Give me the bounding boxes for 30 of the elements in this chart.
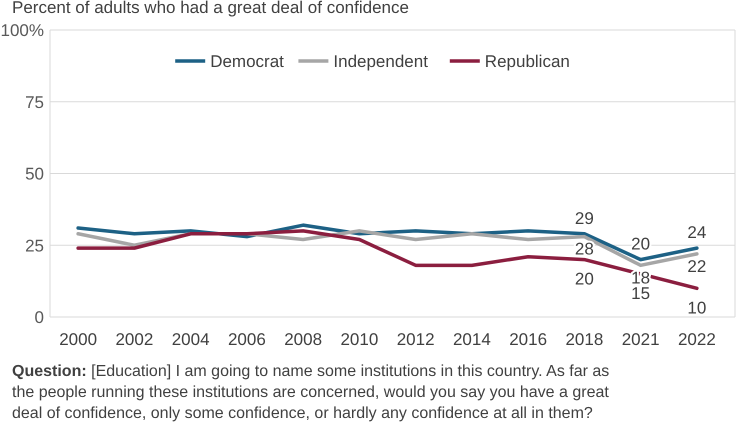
legend-label: Democrat [210,52,284,71]
data-label: 15 [631,284,650,303]
y-tick-label: 25 [25,236,44,256]
data-label: 10 [687,298,706,318]
x-tick-label: 2018 [565,330,604,349]
data-label: 24 [687,223,706,242]
x-tick-label: 2022 [678,330,716,349]
x-tick-label: 2016 [509,330,548,349]
x-tick-label: 2000 [59,330,98,349]
data-label: 28 [574,240,594,259]
x-tick-label: 2012 [396,330,435,349]
x-tick-label: 2008 [284,330,322,349]
x-tick-label: 2021 [622,330,660,349]
data-label: 20 [631,234,650,254]
x-tick-label: 2004 [172,330,210,349]
legend-label: Independent [333,52,428,71]
x-tick-label: 2006 [228,330,266,349]
x-tick-label: 2014 [452,330,491,349]
y-tick-label: 100% [0,21,44,40]
text: Question: [Education] I am going to name some institutions in this country. As far as the people running these institutions are concerned, would you say you have a great deal of confidence, only some confidence, or hardly any confidence at all in them? [12,363,610,422]
y-tick-label: 50 [25,164,44,184]
y-tick-label: 0 [34,308,44,327]
chart-title: Percent of adults who had a great deal of confidence [12,0,409,17]
x-tick-label: 2002 [115,330,154,349]
y-tick-label: 75 [25,92,44,112]
data-label: 29 [574,208,594,228]
data-label: 20 [574,270,594,289]
x-tick-label: 2010 [340,330,378,349]
legend-label: Republican [484,52,570,71]
data-label: 22 [687,256,706,276]
